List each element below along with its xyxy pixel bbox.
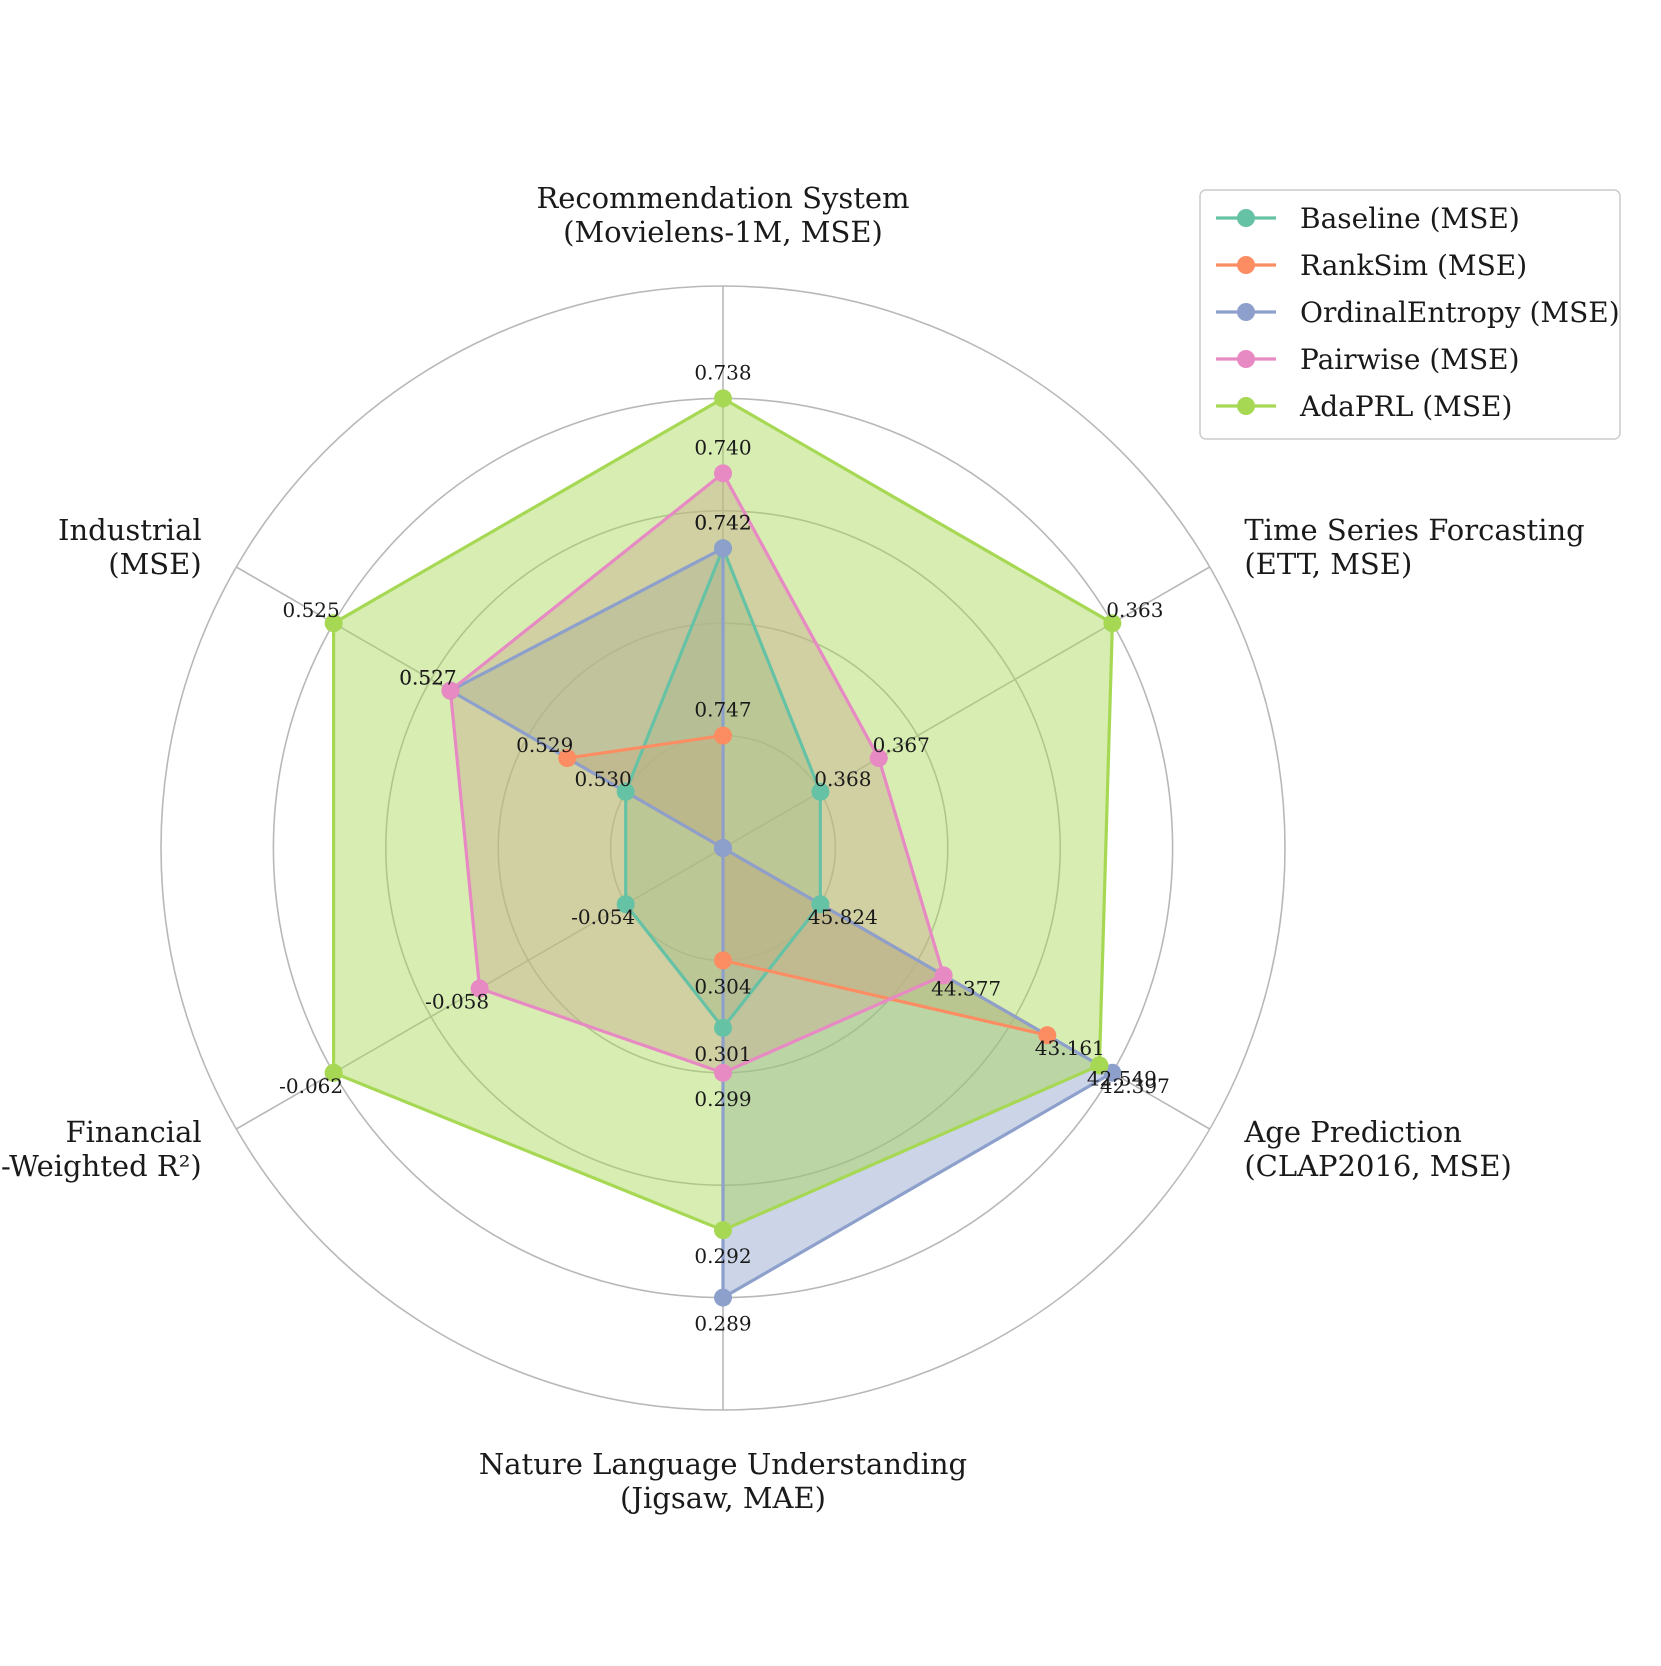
axis-label: Industrial (MSE) — [58, 513, 202, 581]
axis-label: Time Series Forcasting (ETT, MSE) — [1244, 513, 1584, 581]
legend-marker — [1237, 350, 1255, 368]
axis-label-line: Age Prediction — [1243, 1115, 1462, 1149]
series-point — [558, 749, 577, 768]
axis-label-line: (Janestreet, -Weighted R²) — [0, 1149, 202, 1183]
axis-label-line: (CLAP2016, MSE) — [1244, 1149, 1512, 1183]
series-area-3 — [450, 473, 944, 1073]
legend-item-label: RankSim (MSE) — [1300, 249, 1527, 282]
series-point — [714, 539, 732, 558]
series-point — [714, 1221, 732, 1240]
axis-label: Financial(Janestreet, -Weighted R²) — [0, 1115, 202, 1183]
value-label: 0.527 — [399, 666, 456, 690]
series-point — [811, 895, 830, 914]
value-label: 42.397 — [1100, 1074, 1170, 1098]
value-label: 45.824 — [808, 905, 878, 929]
value-label-layer: 0.742 0.368 45.824 0.301 -0.054 0.530 0.747 43.… — [279, 360, 1170, 1335]
series-point — [324, 614, 343, 633]
legend-item-label: Pairwise (MSE) — [1300, 343, 1520, 376]
axis-label-line: Time Series Forcasting — [1244, 513, 1584, 547]
value-label: 0.368 — [814, 767, 871, 791]
legend-marker — [1237, 303, 1255, 321]
value-label: 0.527 — [399, 666, 456, 690]
series-point — [616, 895, 635, 914]
value-label: 0.289 — [694, 1312, 751, 1336]
value-label: 0.738 — [694, 360, 751, 384]
series-point — [714, 1063, 732, 1082]
grid-spoke — [722, 566, 1211, 849]
legend-item-label: AdaPRL (MSE) — [1299, 390, 1512, 423]
value-label: -0.054 — [571, 905, 635, 929]
axis-label-line: Recommendation System — [536, 181, 909, 215]
axis-label: Recommendation System (Movielens-1M, MSE) — [536, 181, 909, 249]
value-label: 0.530 — [575, 767, 632, 791]
series-point — [714, 839, 732, 857]
value-label: 0.301 — [694, 1042, 751, 1066]
axis-label: Age Prediction (CLAP2016, MSE) — [1243, 1115, 1512, 1183]
axis-label-line: (Jigsaw, MAE) — [620, 1481, 826, 1515]
axis-label-line: (Movielens-1M, MSE) — [563, 215, 883, 249]
value-label: 0.367 — [873, 733, 930, 757]
legend: Baseline (MSE) RankSim (MSE) OrdinalEntrop… — [1199, 189, 1621, 440]
axis-label-line: (MSE) — [108, 547, 201, 581]
value-label: 0.363 — [1106, 598, 1163, 622]
value-label: 42.549 — [1087, 1066, 1157, 1090]
series-point — [714, 389, 732, 408]
series-area-2 — [450, 548, 1113, 1298]
series-point — [811, 782, 830, 801]
series-point-layer — [324, 389, 1122, 1307]
value-label: 0.529 — [516, 733, 573, 757]
value-label: 43.161 — [1035, 1036, 1105, 1060]
value-label: 0.742 — [694, 510, 751, 534]
axis-label-line: (ETT, MSE) — [1244, 547, 1412, 581]
legend-marker — [1237, 209, 1255, 227]
value-label: 0.304 — [694, 974, 751, 998]
value-label: -0.058 — [425, 990, 489, 1014]
axis-label-line: Industrial — [58, 513, 202, 547]
axis-label-layer: Recommendation System (Movielens-1M, MSE)… — [0, 181, 1585, 1515]
axis-label-line: Financial — [66, 1115, 202, 1149]
series-point — [714, 951, 732, 970]
series-point — [1038, 1026, 1057, 1045]
legend-item-label: OrdinalEntropy (MSE) — [1300, 296, 1620, 329]
axis-label: Nature Language Understanding (Jigsaw, MA… — [479, 1447, 967, 1515]
series-point — [869, 749, 888, 768]
value-label: 0.292 — [694, 1244, 751, 1268]
series-point — [441, 681, 460, 700]
series-point — [714, 1018, 732, 1037]
value-label: 0.740 — [694, 435, 751, 459]
legend-item-label: Baseline (MSE) — [1300, 202, 1520, 235]
series-point — [1103, 614, 1122, 633]
series-point — [324, 1063, 343, 1082]
series-point — [714, 1288, 732, 1307]
series-point — [934, 966, 953, 985]
value-label: 0.525 — [282, 598, 339, 622]
series-point — [714, 726, 732, 745]
value-label: -0.062 — [279, 1074, 343, 1098]
value-label: 0.742 — [694, 510, 751, 534]
legend-marker — [1237, 397, 1255, 415]
axis-label-line: Nature Language Understanding — [479, 1447, 967, 1481]
legend-box — [1199, 189, 1621, 440]
series-point — [470, 979, 489, 998]
value-label: 0.747 — [694, 698, 751, 722]
legend-marker — [1237, 256, 1255, 274]
series-point — [1090, 1056, 1109, 1075]
series-point — [714, 464, 732, 483]
series-point — [616, 782, 635, 801]
value-label: 44.377 — [931, 976, 1001, 1000]
series-area-1 — [567, 735, 1048, 1036]
value-label: 0.299 — [694, 1087, 751, 1111]
